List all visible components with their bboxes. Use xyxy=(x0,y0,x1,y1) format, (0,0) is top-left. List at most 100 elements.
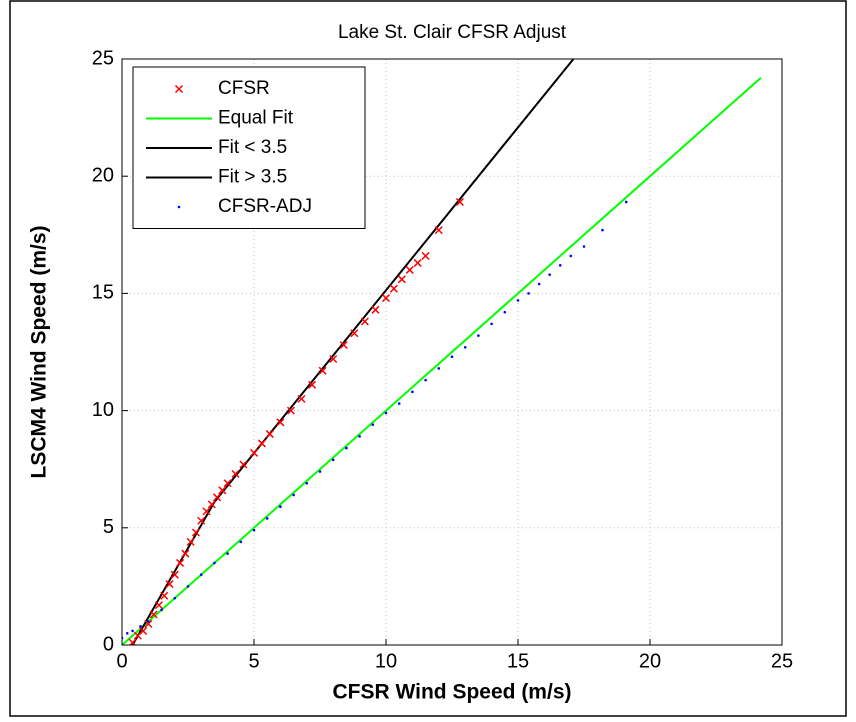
data-point xyxy=(154,601,163,610)
data-point xyxy=(165,580,174,589)
data-point xyxy=(329,355,338,364)
legend-swatch xyxy=(177,205,181,209)
data-point xyxy=(421,251,430,260)
data-point xyxy=(199,573,203,576)
y-tick-label: 20 xyxy=(92,164,114,186)
data-point xyxy=(149,610,158,619)
data-point xyxy=(503,310,507,314)
data-point xyxy=(331,458,335,462)
x-axis-label: CFSR Wind Speed (m/s) xyxy=(333,681,572,704)
data-point xyxy=(463,346,467,349)
plot-area xyxy=(122,59,762,645)
data-point xyxy=(186,537,195,546)
data-point xyxy=(411,390,414,394)
data-point xyxy=(450,355,454,358)
y-tick-label: 15 xyxy=(92,282,114,304)
data-point xyxy=(424,378,427,382)
data-point xyxy=(276,418,285,427)
data-point xyxy=(318,366,327,375)
y-tick-label: 25 xyxy=(92,47,114,69)
data-point xyxy=(318,470,322,473)
data-point xyxy=(207,500,216,509)
y-tick-label: 0 xyxy=(103,633,114,655)
data-point xyxy=(139,626,148,635)
legend-label: CFSR-ADJ xyxy=(218,196,312,217)
data-point xyxy=(265,517,269,520)
data-point xyxy=(186,585,190,588)
data-point xyxy=(202,507,211,516)
data-point xyxy=(286,406,295,415)
data-point xyxy=(279,505,282,509)
legend-label: CFSR xyxy=(218,78,270,99)
x-tick-label: 5 xyxy=(248,650,259,672)
data-point xyxy=(490,322,493,326)
data-point xyxy=(360,317,369,326)
data-point xyxy=(350,329,359,338)
data-point xyxy=(297,394,306,403)
data-point xyxy=(305,481,309,485)
data-point xyxy=(252,528,256,532)
data-point xyxy=(397,275,406,284)
y-tick-label: 10 xyxy=(92,399,114,421)
data-point xyxy=(160,591,169,600)
data-point xyxy=(371,423,375,426)
data-point xyxy=(218,486,227,495)
data-point xyxy=(601,228,604,232)
data-point xyxy=(181,549,190,558)
data-point xyxy=(434,226,443,235)
data-point xyxy=(131,629,134,633)
legend-label: Equal Fit xyxy=(218,108,294,129)
data-point xyxy=(191,528,200,537)
data-point xyxy=(223,479,232,488)
data-point xyxy=(226,552,229,555)
legend-label: Fit < 3.5 xyxy=(218,137,287,158)
x-tick-label: 20 xyxy=(639,650,661,672)
fit-line xyxy=(122,77,762,645)
data-point xyxy=(345,446,348,450)
chart-title: Lake St. Clair CFSR Adjust xyxy=(338,22,567,43)
data-point xyxy=(308,380,317,389)
data-point xyxy=(239,540,243,544)
y-axis-label: LSCM4 Wind Speed (m/s) xyxy=(28,226,51,479)
data-point xyxy=(339,340,348,349)
data-point xyxy=(197,516,206,525)
data-point xyxy=(477,334,480,337)
data-point xyxy=(176,558,185,567)
data-point xyxy=(292,493,295,497)
data-point xyxy=(213,493,222,502)
data-point xyxy=(257,439,266,448)
legend-swatch xyxy=(174,84,184,94)
data-point xyxy=(516,299,520,302)
data-point xyxy=(537,282,541,286)
data-point xyxy=(213,561,216,565)
data-point xyxy=(569,254,573,258)
data-point xyxy=(397,402,401,405)
data-point xyxy=(147,620,150,623)
data-point xyxy=(413,258,422,267)
x-tick-label: 0 xyxy=(116,650,127,672)
data-point xyxy=(239,460,248,469)
legend: CFSR Equal Fit Fit < 3.5 Fit > 3.5 CFSR-ADJ xyxy=(132,66,366,229)
data-point xyxy=(358,435,361,438)
x-tick-label: 25 xyxy=(771,650,793,672)
y-tick-label: 5 xyxy=(103,516,114,538)
data-point xyxy=(548,273,551,276)
data-point xyxy=(582,245,586,248)
data-point xyxy=(437,367,441,370)
data-point xyxy=(249,448,259,457)
data-point xyxy=(371,305,380,314)
data-point xyxy=(624,200,628,204)
data-point xyxy=(139,624,142,628)
data-point xyxy=(558,263,562,267)
data-point xyxy=(527,292,530,295)
data-point xyxy=(125,631,129,635)
legend-label: Fit > 3.5 xyxy=(218,167,287,188)
data-point xyxy=(160,608,163,612)
data-point xyxy=(381,294,391,303)
data-point xyxy=(384,411,388,415)
fit-line xyxy=(213,59,575,503)
data-point xyxy=(144,619,153,628)
data-point xyxy=(265,430,274,439)
x-tick-label: 15 xyxy=(507,650,529,672)
